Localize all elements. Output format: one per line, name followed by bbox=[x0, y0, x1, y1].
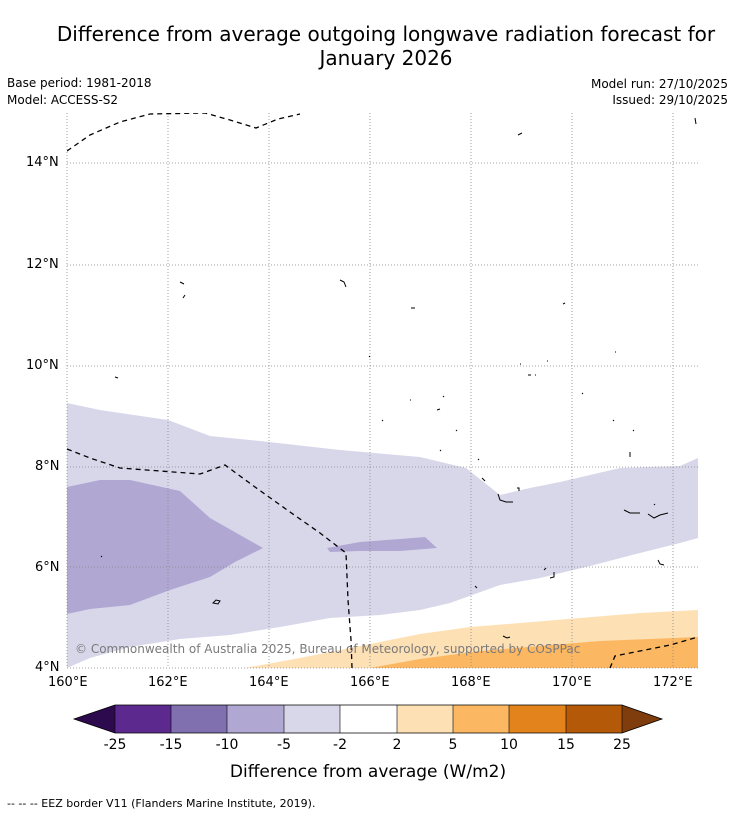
base-period: Base period: 1981-2018 bbox=[7, 76, 152, 90]
colorbar-bin bbox=[509, 705, 566, 733]
eez-border-west bbox=[67, 448, 353, 668]
island bbox=[581, 392, 635, 457]
island bbox=[520, 360, 548, 376]
anomaly-region-m10-m5-strip bbox=[327, 537, 437, 552]
island bbox=[114, 376, 119, 379]
colorbar-tick: -10 bbox=[215, 737, 239, 753]
anomaly-region-m10-m5 bbox=[67, 480, 263, 614]
island bbox=[211, 599, 221, 605]
colorbar-tick: -2 bbox=[333, 737, 347, 753]
lat-label-10n: 10°N bbox=[26, 358, 59, 373]
lon-label-160e: 160°E bbox=[48, 675, 88, 690]
colorbar-tick: 10 bbox=[500, 737, 518, 753]
colorbar-bin bbox=[340, 705, 397, 733]
island bbox=[653, 503, 665, 566]
colorbar-tick: -5 bbox=[277, 737, 291, 753]
eez-footnote: -- -- -- EEZ border V11 (Flanders Marine… bbox=[7, 797, 316, 810]
model-name: Model: ACCESS-S2 bbox=[7, 93, 119, 107]
colorbar-bin bbox=[227, 705, 284, 733]
colorbar-bin bbox=[115, 705, 171, 733]
colorbar-tick: 15 bbox=[557, 737, 575, 753]
lat-label-8n: 8°N bbox=[35, 459, 60, 474]
colorbar-bin bbox=[397, 705, 453, 733]
eez-borders bbox=[67, 113, 698, 668]
model-run: Model run: 27/10/2025 bbox=[590, 77, 728, 91]
colorbar-tick: -15 bbox=[159, 737, 183, 753]
lon-label-162e: 162°E bbox=[148, 675, 188, 690]
copyright-notice: © Commonwealth of Australia 2025, Bureau… bbox=[75, 642, 580, 656]
map-gridlines bbox=[66, 113, 698, 669]
island bbox=[623, 509, 669, 519]
island bbox=[477, 458, 486, 482]
colorbar-extend-over bbox=[622, 705, 662, 733]
colorbar-tick: -25 bbox=[103, 737, 127, 753]
island bbox=[474, 585, 478, 589]
island bbox=[381, 419, 458, 452]
island bbox=[694, 117, 697, 125]
island bbox=[543, 567, 555, 579]
lon-label-164e: 164°E bbox=[249, 675, 289, 690]
island bbox=[502, 635, 511, 639]
island bbox=[368, 355, 371, 358]
eez-border-southeast bbox=[609, 636, 698, 668]
colorbar-bin bbox=[566, 705, 622, 733]
colorbar-bin bbox=[171, 705, 227, 733]
island bbox=[339, 279, 347, 288]
colorbar-tick: 2 bbox=[392, 737, 402, 753]
lon-label-172e: 172°E bbox=[653, 675, 693, 690]
island bbox=[410, 395, 445, 411]
title-line-2: January 2026 bbox=[319, 46, 453, 70]
map-title: Difference from average outgoing longwav… bbox=[0, 22, 736, 70]
lat-label-4n: 4°N bbox=[35, 660, 60, 675]
colorbar-extend-under bbox=[74, 705, 115, 733]
lat-label-12n: 12°N bbox=[26, 257, 59, 272]
lon-label-170e: 170°E bbox=[552, 675, 592, 690]
colorbar-tick: 25 bbox=[613, 737, 631, 753]
island bbox=[562, 302, 566, 305]
island bbox=[179, 281, 186, 299]
colorbar bbox=[72, 704, 664, 734]
anomaly-region-5-10 bbox=[370, 637, 698, 668]
colorbar-title: Difference from average (W/m2) bbox=[229, 762, 507, 782]
colorbar-bin bbox=[284, 705, 340, 733]
title-line-1: Difference from average outgoing longwav… bbox=[56, 22, 716, 46]
colorbar-bin bbox=[453, 705, 509, 733]
lon-label-168e: 168°E bbox=[451, 675, 491, 690]
island bbox=[517, 132, 523, 136]
colorbar-tick: 5 bbox=[448, 737, 458, 753]
island bbox=[497, 487, 520, 503]
islands bbox=[100, 117, 697, 639]
island bbox=[100, 555, 103, 558]
lon-label-166e: 166°E bbox=[350, 675, 390, 690]
lat-label-14n: 14°N bbox=[26, 155, 59, 170]
eez-border-top bbox=[67, 113, 301, 152]
issued-date: Issued: 29/10/2025 bbox=[612, 93, 728, 107]
lat-label-6n: 6°N bbox=[35, 560, 60, 575]
anomaly-region-m5-m2 bbox=[67, 403, 698, 668]
